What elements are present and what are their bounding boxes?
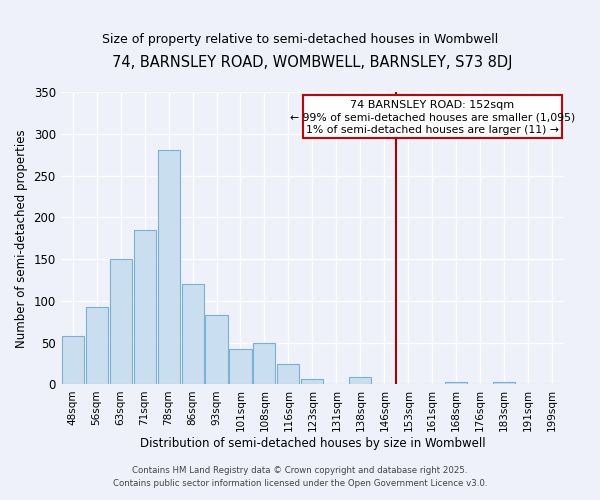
Title: 74, BARNSLEY ROAD, WOMBWELL, BARNSLEY, S73 8DJ: 74, BARNSLEY ROAD, WOMBWELL, BARNSLEY, S… bbox=[112, 55, 512, 70]
Text: 74 BARNSLEY ROAD: 152sqm: 74 BARNSLEY ROAD: 152sqm bbox=[350, 100, 514, 110]
Bar bbox=[253, 342, 275, 384]
FancyBboxPatch shape bbox=[303, 94, 562, 138]
Bar bbox=[182, 284, 203, 384]
Bar bbox=[62, 336, 83, 384]
Text: ← 99% of semi-detached houses are smaller (1,095): ← 99% of semi-detached houses are smalle… bbox=[290, 112, 575, 122]
Bar bbox=[86, 306, 107, 384]
Bar bbox=[158, 150, 179, 384]
Bar bbox=[493, 382, 515, 384]
Text: Size of property relative to semi-detached houses in Wombwell: Size of property relative to semi-detach… bbox=[102, 32, 498, 46]
Bar bbox=[277, 364, 299, 384]
Bar bbox=[205, 315, 227, 384]
X-axis label: Distribution of semi-detached houses by size in Wombwell: Distribution of semi-detached houses by … bbox=[140, 437, 485, 450]
Bar bbox=[301, 380, 323, 384]
Bar bbox=[445, 382, 467, 384]
Bar bbox=[349, 377, 371, 384]
Bar bbox=[110, 259, 131, 384]
Bar bbox=[134, 230, 155, 384]
Text: 1% of semi-detached houses are larger (11) →: 1% of semi-detached houses are larger (1… bbox=[306, 124, 559, 134]
Bar bbox=[229, 348, 251, 384]
Y-axis label: Number of semi-detached properties: Number of semi-detached properties bbox=[15, 129, 28, 348]
Text: Contains HM Land Registry data © Crown copyright and database right 2025.
Contai: Contains HM Land Registry data © Crown c… bbox=[113, 466, 487, 487]
